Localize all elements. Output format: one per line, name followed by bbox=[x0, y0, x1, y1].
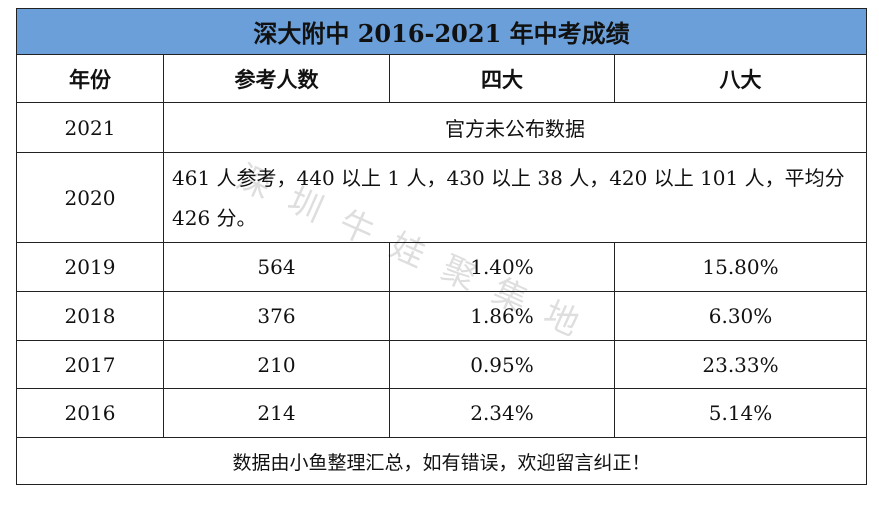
year-cell: 2018 bbox=[16, 291, 164, 341]
value-cell: 214 bbox=[163, 388, 390, 438]
value-cell: 210 bbox=[163, 340, 390, 389]
value-cell: 15.80% bbox=[613, 242, 868, 292]
value-cell: 0.95% bbox=[389, 340, 615, 389]
header-cell: 年份 bbox=[16, 54, 164, 103]
row: 2018 376 1.86% 6.30% bbox=[16, 291, 868, 341]
header-row: 年份 参考人数 四大 八大 bbox=[16, 54, 868, 103]
footer: 数据由小鱼整理汇总，如有错误，欢迎留言纠正！ bbox=[15, 437, 868, 485]
header-cell: 四大 bbox=[389, 54, 615, 103]
year-cell: 2019 bbox=[16, 242, 164, 292]
value-cell: 564 bbox=[163, 242, 390, 292]
note-cell: 461 人参考，440 以上 1 人，430 以上 38 人，420 以上 10… bbox=[162, 152, 868, 243]
value-cell: 23.33% bbox=[613, 340, 868, 389]
header-cell: 八大 bbox=[613, 54, 868, 103]
row: 2020 461 人参考，440 以上 1 人，430 以上 38 人，420 … bbox=[16, 152, 868, 243]
year-cell: 2016 bbox=[16, 388, 164, 438]
year-cell: 2020 bbox=[16, 152, 164, 243]
row: 2021 官方未公布数据 bbox=[16, 102, 868, 153]
year-cell: 2017 bbox=[16, 340, 164, 389]
note-cell: 官方未公布数据 bbox=[162, 102, 868, 153]
value-cell: 5.14% bbox=[613, 388, 868, 438]
value-cell: 2.34% bbox=[389, 388, 615, 438]
row: 2017 210 0.95% 23.33% bbox=[16, 340, 868, 389]
title: 深大附中 2016-2021 年中考成绩 bbox=[15, 8, 868, 55]
footer-row: 数据由小鱼整理汇总，如有错误，欢迎留言纠正！ bbox=[15, 437, 868, 485]
title-row: 深大附中 2016-2021 年中考成绩 bbox=[15, 8, 868, 55]
row: 2016 214 2.34% 5.14% bbox=[16, 388, 868, 438]
value-cell: 1.86% bbox=[389, 291, 615, 341]
value-cell: 1.40% bbox=[389, 242, 615, 292]
year-cell: 2021 bbox=[16, 102, 164, 153]
value-cell: 6.30% bbox=[613, 291, 868, 341]
row: 2019 564 1.40% 15.80% bbox=[16, 242, 868, 292]
header-cell: 参考人数 bbox=[163, 54, 390, 103]
results-table: 深大附中 2016-2021 年中考成绩 年份 参考人数 四大 八大 2021 … bbox=[15, 8, 868, 485]
value-cell: 376 bbox=[163, 291, 390, 341]
